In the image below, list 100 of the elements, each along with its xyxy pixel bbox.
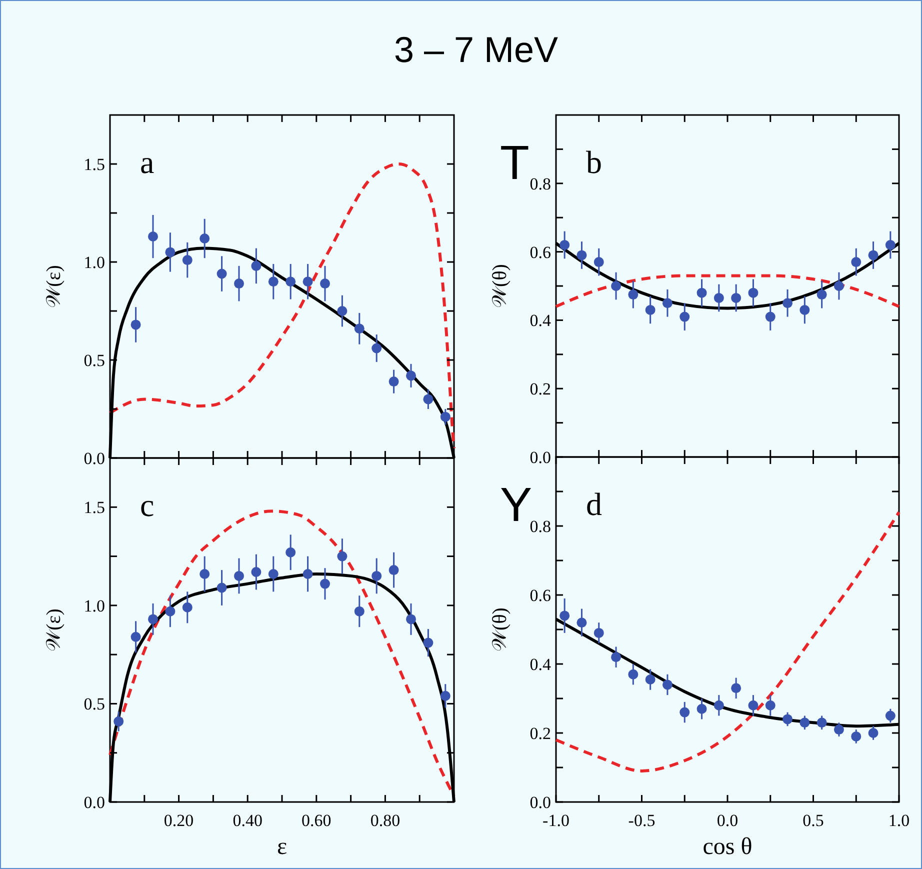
y-tick-label: 0.4 (530, 311, 552, 330)
point (286, 547, 296, 558)
point (885, 240, 896, 250)
y-tick-label: 0.2 (530, 724, 551, 743)
text: T (500, 137, 530, 190)
point (816, 718, 827, 728)
y-tick-label: 0.5 (84, 350, 105, 370)
point (680, 312, 690, 322)
point (182, 602, 192, 612)
point (834, 281, 844, 291)
point (696, 704, 707, 714)
point (302, 568, 313, 579)
y-axis-title: 𝒲(θ) (489, 608, 511, 652)
y-tick-label: 0.2 (530, 380, 551, 399)
annotation: c (140, 487, 154, 523)
point (800, 304, 810, 315)
point (628, 290, 638, 300)
point (782, 298, 793, 308)
point (268, 276, 278, 287)
point (234, 570, 244, 581)
point (216, 268, 227, 279)
point (354, 606, 364, 616)
point (320, 578, 330, 589)
point (251, 260, 262, 271)
point (406, 370, 416, 381)
x-tick-label: 1.0 (888, 811, 910, 830)
y-tick-label: 1.5 (84, 154, 105, 174)
point (885, 710, 896, 721)
x-tick-label: 0.60 (302, 811, 332, 830)
chart-title: 3 – 7 MeV (394, 29, 558, 70)
point (114, 716, 124, 726)
line-series (554, 274, 900, 308)
point (560, 610, 570, 621)
point (576, 618, 587, 628)
point (696, 288, 707, 298)
x-tick-label: -0.5 (628, 811, 656, 830)
point (165, 247, 176, 258)
point (372, 570, 382, 581)
y-tick-label: 0.6 (530, 586, 551, 605)
point (851, 257, 862, 268)
point (765, 700, 776, 710)
y-tick-label: 0.8 (530, 516, 551, 536)
point (611, 652, 622, 662)
point (868, 250, 878, 260)
y-axis-title: 𝒲(θ) (489, 264, 511, 308)
y-axis-title: 𝒲(ε) (43, 608, 65, 652)
y-tick-label: 1.0 (84, 596, 105, 616)
y-tick-label: 1.5 (84, 498, 105, 518)
point (611, 281, 622, 291)
point (354, 324, 364, 334)
annotation: a (140, 144, 154, 180)
point (423, 638, 434, 648)
y-tick-label: 1.0 (84, 252, 105, 272)
point (234, 278, 244, 289)
y-tick-label: 0.4 (530, 654, 552, 674)
y-tick-label: 0.5 (84, 694, 105, 714)
y-tick-label: 0.0 (84, 448, 105, 468)
point (388, 376, 399, 387)
point (680, 707, 690, 718)
point (182, 255, 192, 266)
point (868, 728, 878, 738)
point (560, 240, 570, 250)
x-axis-title: ε (276, 834, 288, 860)
point (251, 567, 262, 578)
point (628, 669, 638, 680)
y-tick-label: 0.6 (530, 242, 551, 262)
y-tick-label: 0.0 (530, 448, 551, 467)
annotation: b (586, 144, 602, 180)
point (286, 276, 296, 287)
point (440, 412, 450, 422)
point (200, 568, 210, 579)
point (423, 394, 434, 404)
point (594, 628, 604, 638)
point (594, 257, 604, 268)
point (388, 565, 399, 576)
point (800, 718, 810, 728)
x-tick-label: 0.40 (232, 811, 262, 830)
x-tick-label: 0.20 (164, 811, 194, 830)
point (148, 232, 158, 242)
point (372, 343, 382, 354)
point (645, 304, 656, 315)
y-tick-label: 0.8 (530, 174, 551, 194)
x-axis-title: cos θ (702, 834, 752, 860)
point (576, 250, 587, 260)
x-tick-label: 0.5 (802, 811, 824, 830)
point (302, 276, 313, 287)
point (816, 290, 827, 300)
point (748, 288, 758, 298)
point (645, 674, 656, 685)
point (268, 568, 278, 579)
point (662, 298, 672, 308)
point (148, 614, 158, 624)
point (748, 700, 758, 710)
point (834, 724, 844, 735)
x-tick-label: 0.80 (370, 811, 400, 830)
point (200, 233, 210, 244)
annotation: d (586, 486, 602, 522)
point (130, 632, 141, 642)
point (714, 700, 724, 710)
x-tick-label: -1.0 (542, 811, 570, 830)
